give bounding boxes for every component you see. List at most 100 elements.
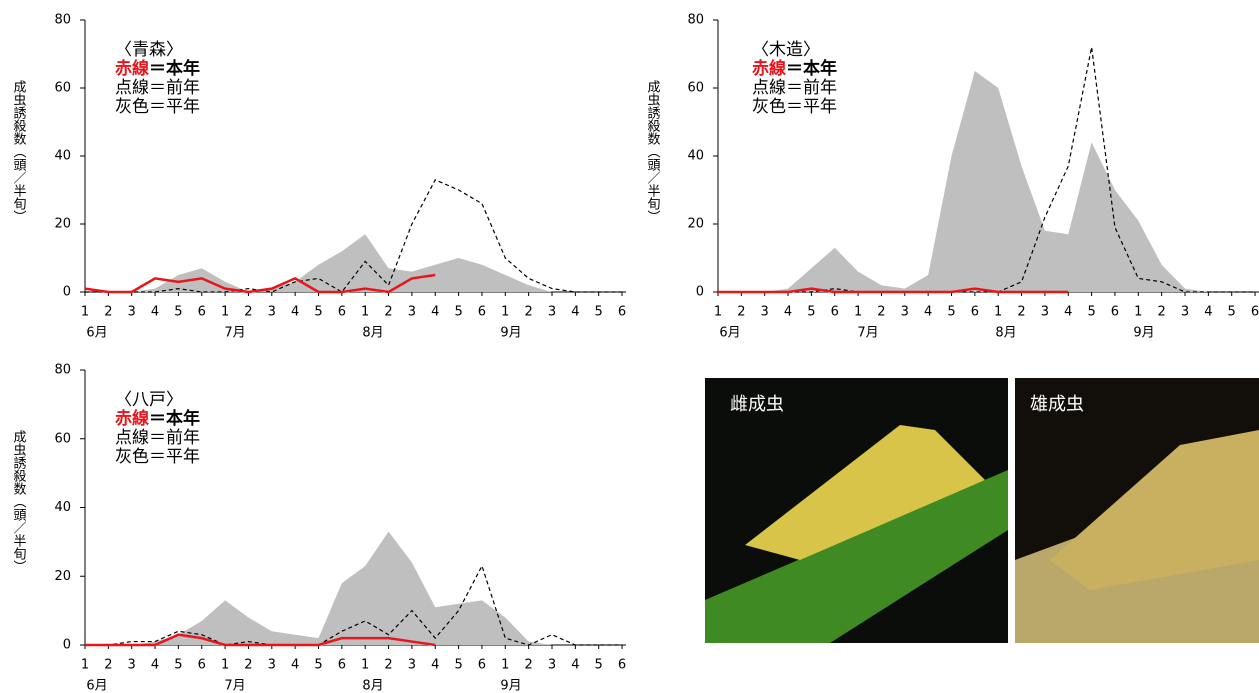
month-label: 6月 [86, 679, 107, 693]
x-tick-label: 2 [384, 658, 392, 673]
x-tick-label: 1 [361, 658, 369, 673]
x-tick-label: 3 [548, 305, 556, 320]
legend-name: ＝本年 [149, 408, 200, 429]
x-tick-label: 1 [501, 305, 509, 320]
legend-entry: 灰色＝平年 [115, 97, 200, 117]
x-tick-label: 4 [571, 658, 579, 673]
y-tick-label: 80 [54, 363, 71, 378]
x-tick-label: 4 [1064, 305, 1072, 320]
photo: 雄成虫 [1015, 378, 1259, 643]
x-tick-label: 6 [478, 658, 486, 673]
legend-name: 灰色＝平年 [115, 447, 200, 467]
x-tick-label: 6 [198, 658, 206, 673]
x-tick-label: 3 [268, 658, 276, 673]
x-tick-label: 4 [1204, 305, 1212, 320]
x-tick-label: 1 [714, 305, 722, 320]
moth [745, 425, 985, 560]
legend-key: 赤線 [115, 408, 149, 429]
x-tick-label: 6 [618, 658, 626, 673]
y-tick-label: 40 [54, 500, 71, 515]
x-tick-label: 2 [244, 658, 252, 673]
legend-name: 灰色＝平年 [115, 97, 200, 117]
legend-name: 点線＝前年 [752, 78, 837, 98]
month-label: 8月 [995, 326, 1016, 341]
legend-entry: 赤線＝本年 [115, 408, 200, 429]
legend-name: ＝本年 [149, 58, 200, 79]
month-label: 7月 [224, 326, 245, 341]
x-tick-label: 2 [384, 305, 392, 320]
x-tick-label: 4 [431, 305, 439, 320]
x-tick-label: 1 [361, 305, 369, 320]
month-label: 6月 [86, 326, 107, 341]
x-tick-label: 2 [737, 305, 745, 320]
photo: 雌成虫 [705, 378, 1008, 643]
x-tick-label: 1 [994, 305, 1002, 320]
line [85, 564, 623, 646]
x-tick-label: 1 [854, 305, 862, 320]
x-tick-label: 2 [525, 658, 533, 673]
x-tick-label: 3 [128, 658, 136, 673]
x-tick-label: 3 [408, 305, 416, 320]
x-tick-label: 5 [1087, 305, 1095, 320]
legend-entry: 点線＝前年 [115, 428, 200, 448]
month-label: 7月 [857, 326, 878, 341]
legend-name: 点線＝前年 [115, 428, 200, 448]
photo-label: 雄成虫 [1030, 394, 1084, 415]
x-tick-label: 5 [174, 305, 182, 320]
y-tick-label: 0 [63, 638, 71, 653]
line [84, 273, 436, 294]
x-tick-label: 2 [877, 305, 885, 320]
x-tick-label: 2 [525, 305, 533, 320]
x-tick-label: 5 [947, 305, 955, 320]
x-tick-label: 6 [971, 305, 979, 320]
month-label: 9月 [500, 679, 521, 693]
legend-entry: 赤線＝本年 [115, 58, 200, 79]
x-tick-label: 2 [244, 305, 252, 320]
y-tick-label: 80 [687, 13, 704, 28]
leaf [705, 470, 1008, 643]
line [718, 47, 1256, 293]
x-tick-label: 2 [1017, 305, 1025, 320]
x-tick-label: 5 [807, 305, 815, 320]
y-tick-label: 60 [687, 81, 704, 96]
legend-name: ＝本年 [786, 58, 837, 79]
month-label: 9月 [1133, 326, 1154, 341]
x-tick-label: 4 [291, 305, 299, 320]
x-tick-label: 3 [1041, 305, 1049, 320]
x-tick-label: 1 [501, 658, 509, 673]
y-axis-label: 成虫誘殺数（頭／半旬） [645, 80, 661, 223]
line [85, 179, 623, 293]
x-tick-label: 6 [1251, 305, 1259, 320]
x-tick-label: 4 [291, 658, 299, 673]
line [718, 287, 1069, 294]
legend-name: 灰色＝平年 [752, 97, 837, 117]
x-tick-label: 4 [571, 305, 579, 320]
x-tick-label: 3 [901, 305, 909, 320]
y-tick-label: 60 [54, 81, 71, 96]
x-tick-label: 5 [174, 658, 182, 673]
x-tick-label: 2 [104, 305, 112, 320]
legend-entry: 赤線＝本年 [752, 58, 837, 79]
x-tick-label: 5 [454, 658, 462, 673]
x-tick-label: 3 [1181, 305, 1189, 320]
month-label: 7月 [224, 679, 245, 693]
x-tick-label: 6 [478, 305, 486, 320]
y-tick-label: 0 [696, 285, 704, 300]
legend-entry: 点線＝前年 [115, 78, 200, 98]
line [85, 633, 436, 647]
y-axis-label: 成虫誘殺数（頭／半旬） [11, 430, 27, 573]
area [718, 71, 1256, 292]
photo-label: 雌成虫 [730, 394, 784, 415]
x-tick-label: 2 [104, 658, 112, 673]
x-tick-label: 6 [338, 305, 346, 320]
month-label: 8月 [362, 679, 383, 693]
x-tick-label: 6 [338, 658, 346, 673]
x-tick-label: 4 [151, 305, 159, 320]
x-tick-label: 5 [1228, 305, 1236, 320]
moth [1050, 430, 1259, 590]
x-tick-label: 5 [314, 658, 322, 673]
legend-entry: 灰色＝平年 [115, 447, 200, 467]
